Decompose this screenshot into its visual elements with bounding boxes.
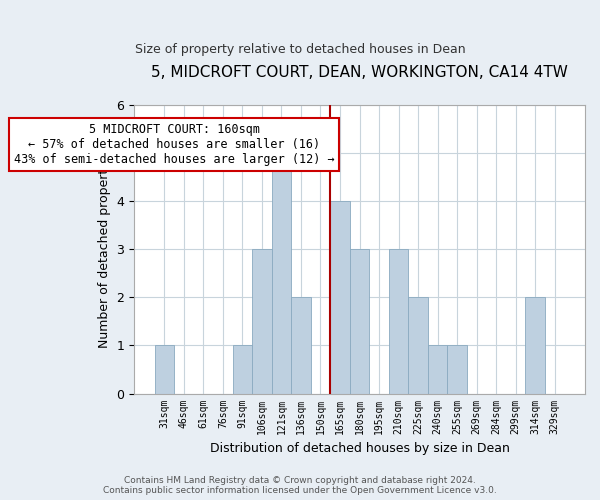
Y-axis label: Number of detached properties: Number of detached properties	[98, 150, 111, 348]
Bar	[428, 346, 448, 394]
Text: Contains HM Land Registry data © Crown copyright and database right 2024.
Contai: Contains HM Land Registry data © Crown c…	[103, 476, 497, 495]
Bar	[409, 298, 428, 394]
Bar	[272, 153, 291, 394]
Bar	[448, 346, 467, 394]
Bar	[233, 346, 252, 394]
Bar	[389, 249, 409, 394]
Bar	[526, 298, 545, 394]
X-axis label: Distribution of detached houses by size in Dean: Distribution of detached houses by size …	[209, 442, 509, 455]
Text: 5 MIDCROFT COURT: 160sqm
← 57% of detached houses are smaller (16)
43% of semi-d: 5 MIDCROFT COURT: 160sqm ← 57% of detach…	[14, 123, 334, 166]
Bar	[155, 346, 174, 394]
Bar	[330, 201, 350, 394]
Text: Size of property relative to detached houses in Dean: Size of property relative to detached ho…	[134, 42, 466, 56]
Bar	[252, 249, 272, 394]
Title: 5, MIDCROFT COURT, DEAN, WORKINGTON, CA14 4TW: 5, MIDCROFT COURT, DEAN, WORKINGTON, CA1…	[151, 65, 568, 80]
Bar	[291, 298, 311, 394]
Bar	[350, 249, 369, 394]
